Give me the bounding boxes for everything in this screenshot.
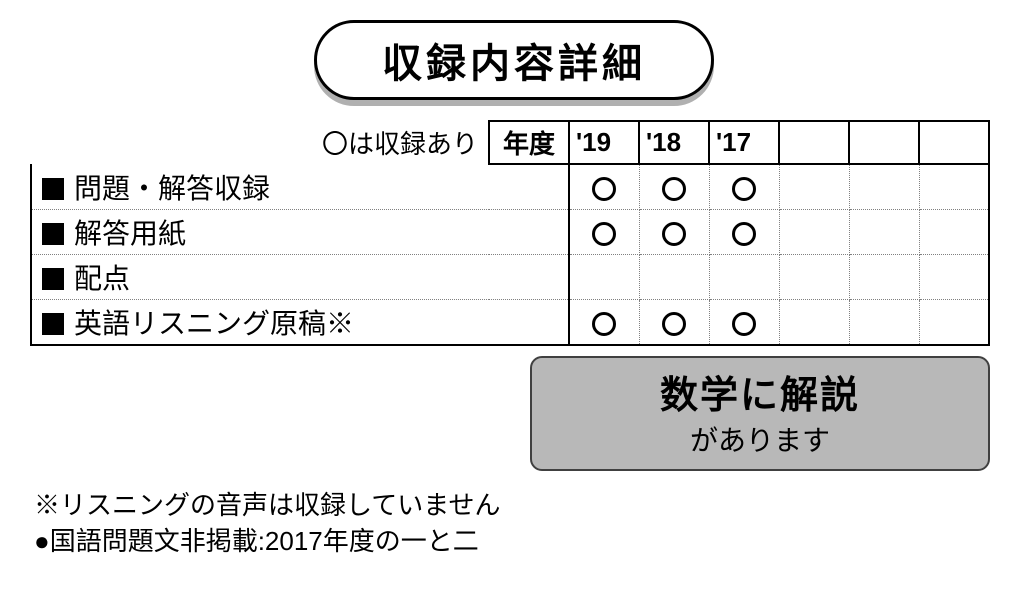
data-cell — [569, 255, 639, 300]
row-label-text: 配点 — [74, 263, 130, 294]
table-row: 解答用紙 — [31, 210, 989, 255]
data-cell — [919, 300, 989, 346]
explanation-note: 数学に解説 があります — [530, 356, 990, 471]
row-label: 配点 — [31, 255, 569, 300]
square-icon — [42, 313, 64, 335]
data-cell — [919, 164, 989, 210]
row-label: 英語リスニング原稿※ — [31, 300, 569, 346]
note-big: 数学に解説 — [542, 364, 978, 419]
data-cell — [639, 210, 709, 255]
footnotes: ※リスニングの音声は収録していません ●国語問題文非掲載:2017年度の一と二 — [34, 487, 998, 560]
contents-table: 〇は収録あり 年度 '19 '18 '17 問題・解答収録解答用紙配点英語リスニ… — [30, 120, 990, 346]
row-label-text: 英語リスニング原稿※ — [74, 308, 354, 339]
data-cell — [569, 164, 639, 210]
year-header-label: 年度 — [489, 121, 569, 164]
data-cell — [779, 210, 849, 255]
data-cell — [919, 210, 989, 255]
table-wrap: 〇は収録あり 年度 '19 '18 '17 問題・解答収録解答用紙配点英語リスニ… — [30, 120, 998, 346]
row-label-text: 解答用紙 — [74, 218, 186, 249]
row-label-text: 問題・解答収録 — [74, 173, 270, 204]
year-col-2: '17 — [709, 121, 779, 164]
data-cell — [709, 255, 779, 300]
table-row: 問題・解答収録 — [31, 164, 989, 210]
note-small: があります — [542, 419, 978, 459]
circle-icon — [592, 222, 616, 246]
legend-cell: 〇は収録あり — [31, 121, 489, 164]
data-cell — [849, 210, 919, 255]
data-cell — [779, 164, 849, 210]
data-cell — [849, 300, 919, 346]
data-cell — [639, 300, 709, 346]
year-col-0: '19 — [569, 121, 639, 164]
data-cell — [849, 255, 919, 300]
row-label: 問題・解答収録 — [31, 164, 569, 210]
row-label: 解答用紙 — [31, 210, 569, 255]
data-cell — [569, 210, 639, 255]
square-icon — [42, 178, 64, 200]
circle-icon — [592, 312, 616, 336]
year-col-5 — [919, 121, 989, 164]
circle-icon — [662, 177, 686, 201]
data-cell — [919, 255, 989, 300]
year-col-1: '18 — [639, 121, 709, 164]
circle-icon — [662, 222, 686, 246]
data-cell — [779, 300, 849, 346]
circle-icon — [732, 222, 756, 246]
square-icon — [42, 223, 64, 245]
year-col-3 — [779, 121, 849, 164]
data-cell — [569, 300, 639, 346]
data-cell — [709, 300, 779, 346]
data-cell — [639, 255, 709, 300]
data-cell — [849, 164, 919, 210]
data-cell — [709, 164, 779, 210]
circle-icon — [732, 312, 756, 336]
title-badge: 収録内容詳細 — [314, 20, 714, 100]
footnote-0: ※リスニングの音声は収録していません — [34, 487, 998, 523]
table-row: 配点 — [31, 255, 989, 300]
header-row: 〇は収録あり 年度 '19 '18 '17 — [31, 121, 989, 164]
data-cell — [639, 164, 709, 210]
table-row: 英語リスニング原稿※ — [31, 300, 989, 346]
footnote-1: ●国語問題文非掲載:2017年度の一と二 — [34, 523, 998, 559]
circle-icon — [592, 177, 616, 201]
data-cell — [779, 255, 849, 300]
circle-icon — [662, 312, 686, 336]
year-col-4 — [849, 121, 919, 164]
circle-icon — [732, 177, 756, 201]
square-icon — [42, 268, 64, 290]
data-cell — [709, 210, 779, 255]
content-details: 収録内容詳細 〇は収録あり 年度 '19 '18 '17 問題・解答収録解答用紙… — [10, 20, 1018, 560]
